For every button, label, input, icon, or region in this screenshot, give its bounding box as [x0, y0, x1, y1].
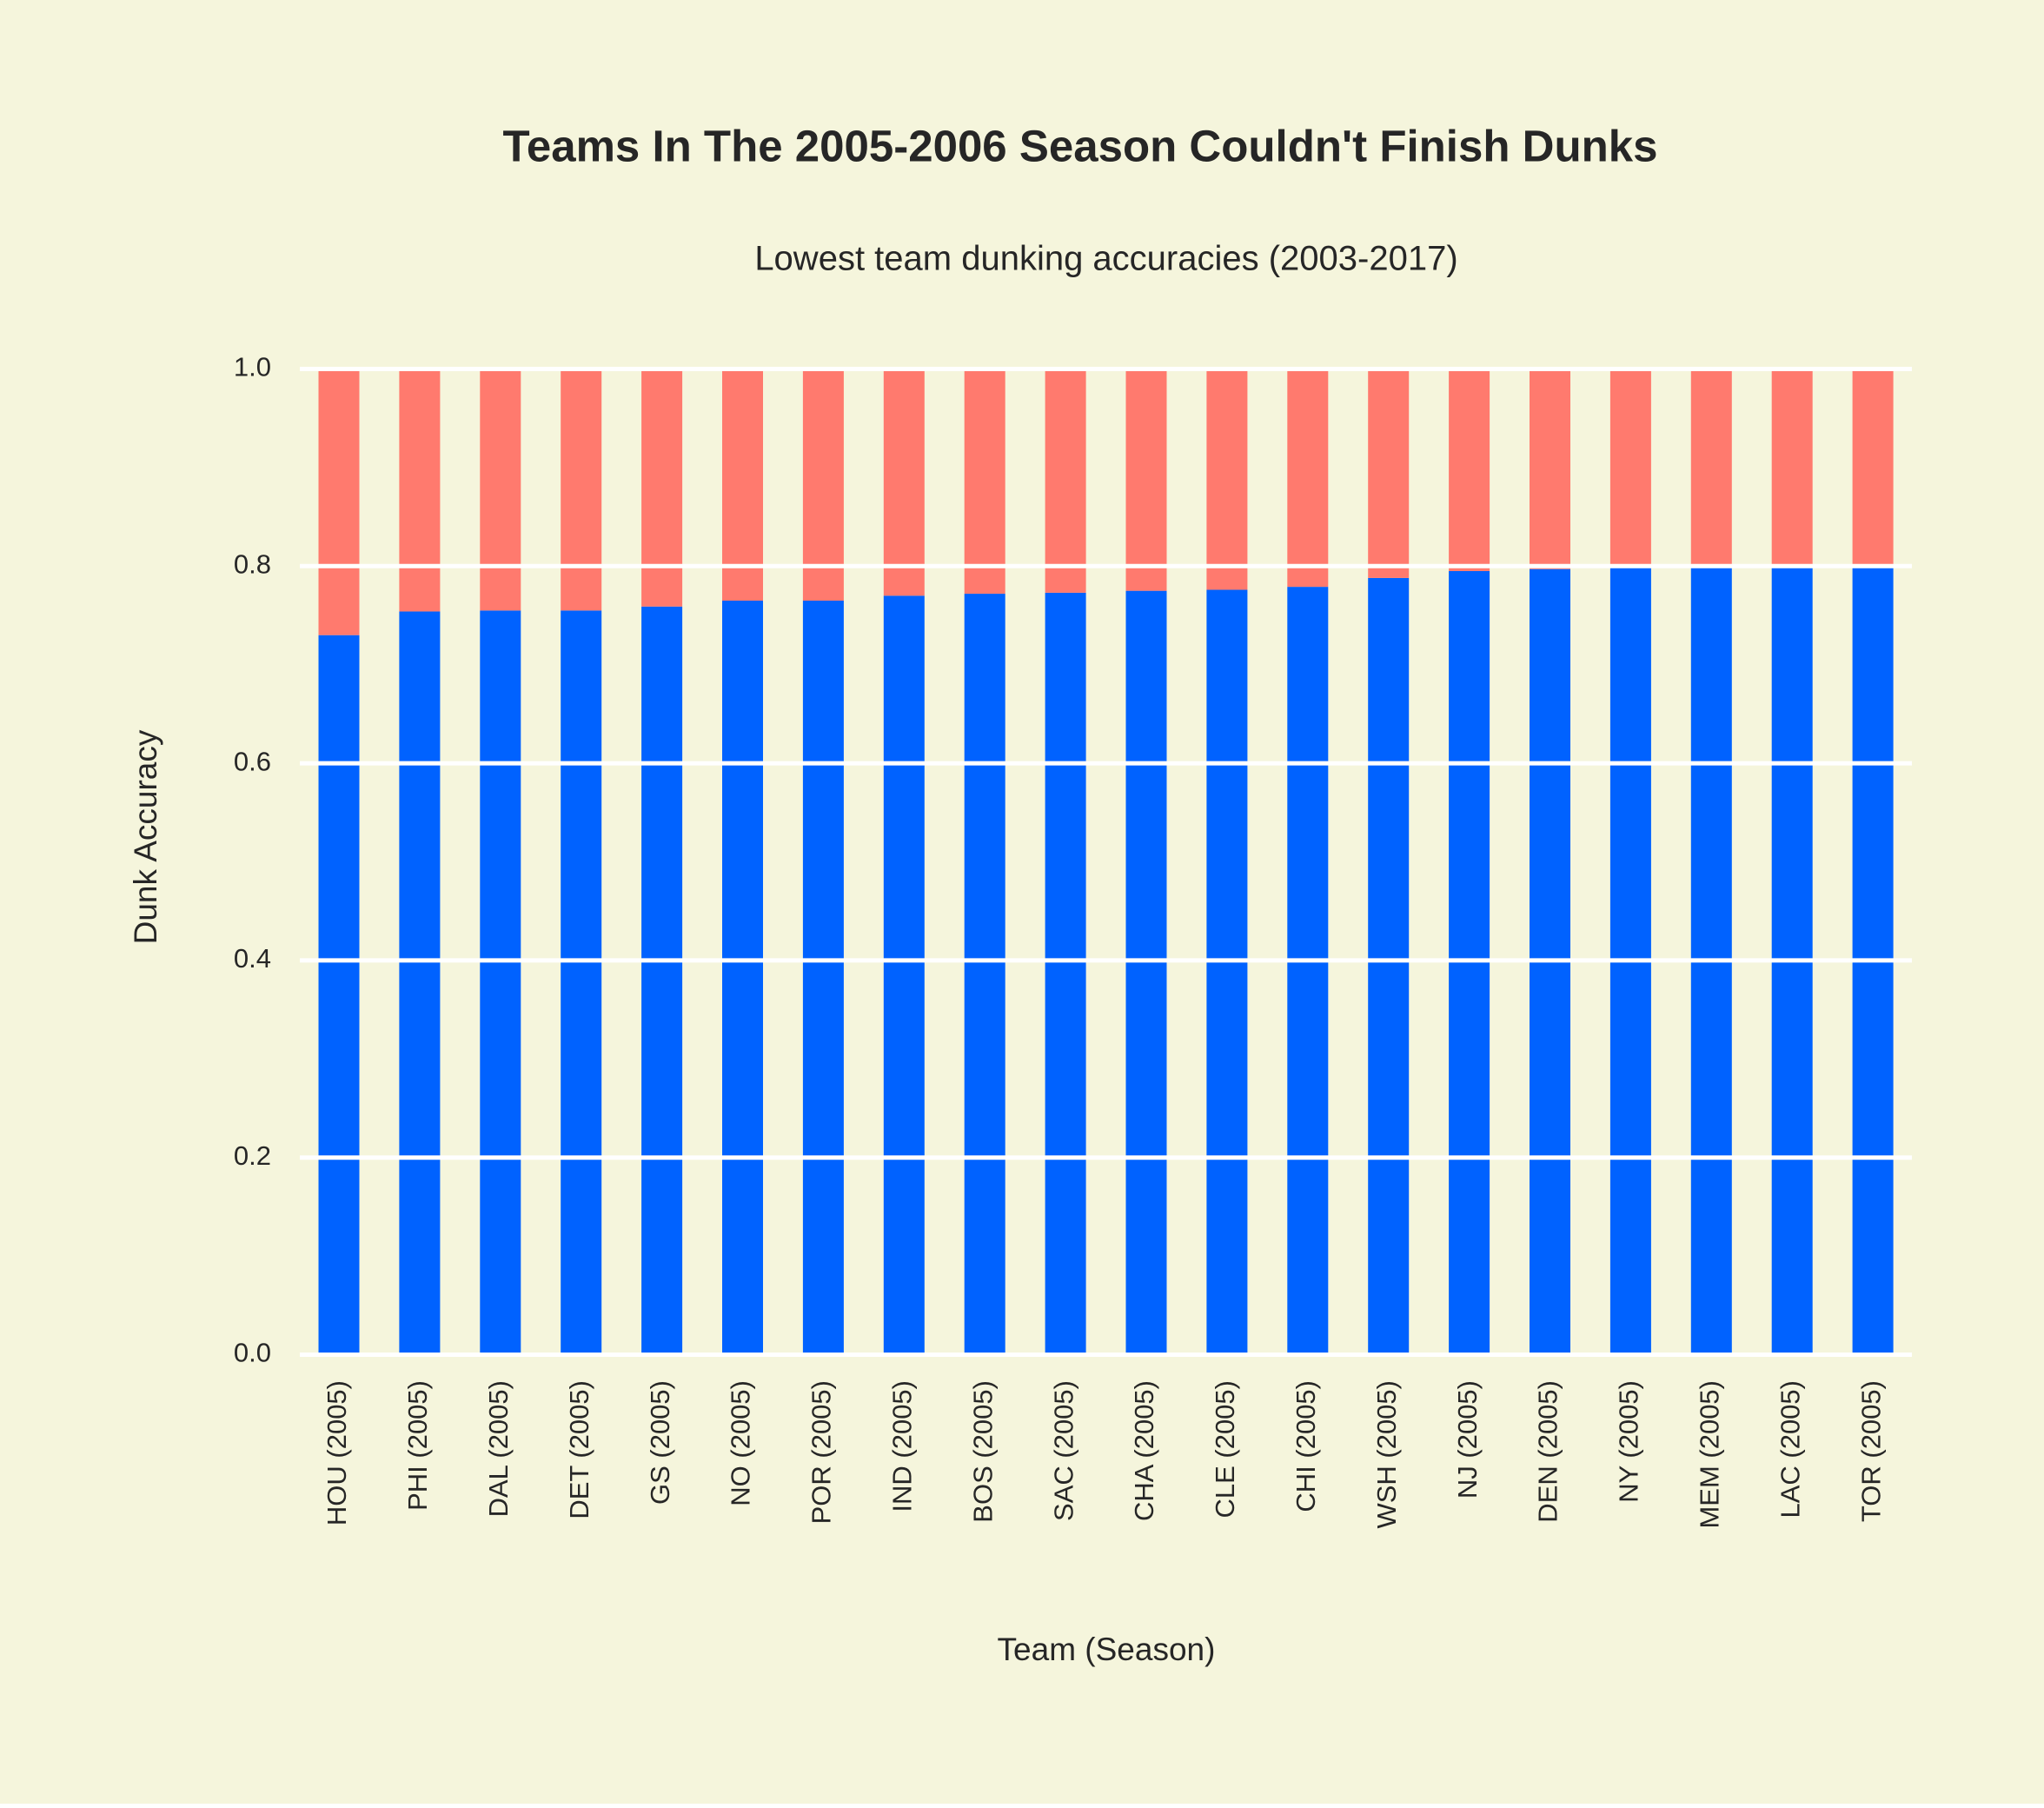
x-tick-label: NO (2005) — [726, 1380, 756, 1506]
x-tick-label: WSH (2005) — [1371, 1380, 1402, 1529]
bar-segment — [964, 594, 1005, 1355]
bar-segment — [722, 369, 763, 601]
bar-segment — [964, 369, 1005, 595]
x-tick-label: PHI (2005) — [402, 1380, 433, 1511]
y-tick-label: 0.6 — [234, 746, 271, 776]
chart-subtitle: Lowest team dunking accuracies (2003-201… — [754, 240, 1457, 278]
bar-segment — [1125, 590, 1167, 1355]
x-tick-label: HOU (2005) — [322, 1380, 352, 1526]
chart-title: Teams In The 2005-2006 Season Couldn't F… — [502, 121, 1657, 170]
x-tick-label: DEN (2005) — [1533, 1380, 1563, 1523]
bar-segment — [883, 369, 925, 596]
x-tick-label: POR (2005) — [806, 1380, 837, 1524]
bar-segment — [561, 610, 602, 1355]
bar-segment — [1852, 369, 1894, 567]
x-tick-label: MEM (2005) — [1694, 1380, 1724, 1529]
bar-segment — [722, 600, 763, 1355]
y-tick-label: 0.4 — [234, 943, 271, 974]
bar-segment — [1449, 369, 1490, 571]
bar-segment — [318, 635, 360, 1355]
x-tick-label: DAL (2005) — [483, 1380, 514, 1517]
y-tick-label: 1.0 — [234, 352, 271, 382]
bar-segment — [641, 369, 683, 607]
bar-segment — [318, 369, 360, 635]
bar-segment — [1287, 369, 1329, 588]
y-axis-label: Dunk Accuracy — [128, 729, 163, 944]
bar-segment — [1287, 587, 1329, 1355]
x-tick-label: SAC (2005) — [1048, 1380, 1078, 1521]
bar-segment — [399, 611, 441, 1355]
bar-segment — [399, 369, 441, 612]
x-tick-label: IND (2005) — [886, 1380, 917, 1512]
bar-segment — [561, 369, 602, 611]
x-tick-label: TOR (2005) — [1855, 1380, 1886, 1522]
y-tick-label: 0.0 — [234, 1338, 271, 1368]
bar-segment — [1368, 577, 1410, 1355]
x-tick-label: CHA (2005) — [1129, 1380, 1159, 1521]
bar-segment — [1206, 369, 1248, 590]
bar-segment — [1045, 369, 1086, 593]
x-tick-label: CHI (2005) — [1291, 1380, 1321, 1512]
bar-segment — [802, 600, 844, 1355]
x-tick-label: NJ (2005) — [1452, 1380, 1483, 1499]
bar-segment — [1530, 369, 1570, 569]
bar-segment — [883, 595, 925, 1355]
x-tick-label: GS (2005) — [645, 1380, 675, 1505]
x-tick-label: DET (2005) — [564, 1380, 594, 1519]
bar-segment — [480, 369, 521, 611]
x-tick-label: NY (2005) — [1614, 1380, 1644, 1503]
bar-segment — [1368, 369, 1410, 578]
bar-segment — [1125, 369, 1167, 591]
bar-segment — [1690, 369, 1732, 567]
x-tick-label: CLE (2005) — [1210, 1380, 1240, 1519]
bar-segment — [1609, 369, 1651, 568]
y-tick-label: 0.2 — [234, 1140, 271, 1171]
x-axis-label: Team (Season) — [998, 1632, 1216, 1667]
bar-segment — [1045, 592, 1086, 1355]
bar-segment — [1206, 589, 1248, 1355]
bar-segment — [802, 369, 844, 601]
bar-segment — [641, 606, 683, 1355]
bar-segment — [1771, 369, 1813, 567]
x-tick-label: LAC (2005) — [1775, 1380, 1805, 1519]
bar-segment — [1449, 570, 1490, 1355]
y-tick-label: 0.8 — [234, 548, 271, 579]
x-tick-label: BOS (2005) — [967, 1380, 998, 1523]
bar-segment — [480, 610, 521, 1355]
